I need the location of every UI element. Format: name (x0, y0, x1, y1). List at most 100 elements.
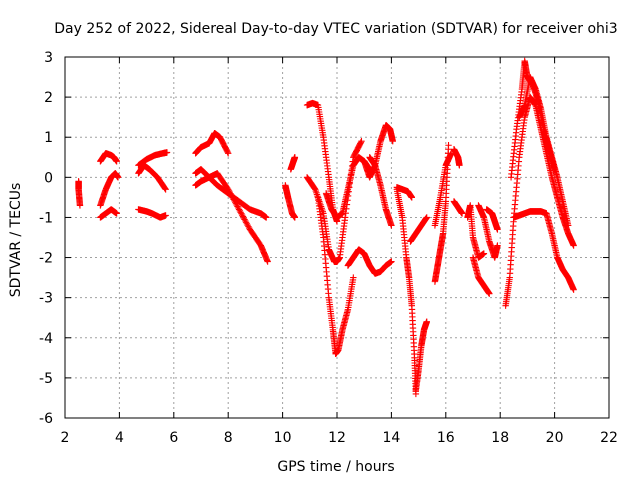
data-point (235, 204, 242, 212)
series-track-ad (469, 254, 493, 297)
data-point (238, 211, 246, 219)
series-track-x (431, 142, 452, 285)
data-point (565, 222, 572, 229)
data-point (350, 274, 357, 281)
data-point (494, 226, 501, 233)
data-point (242, 219, 250, 226)
series-track-v (412, 318, 430, 394)
data-point (231, 199, 239, 206)
y-axis-label: SDTVAR / TECUs (8, 183, 24, 298)
data-point (228, 193, 236, 200)
series-track-c (97, 170, 122, 209)
data-point (458, 210, 466, 217)
series-track-j (192, 170, 271, 265)
data-point (238, 210, 245, 217)
x-tick-label: 8 (224, 430, 233, 446)
series-track-a (75, 178, 84, 209)
series-track-b (97, 150, 120, 165)
data-point (341, 214, 349, 221)
data-point (161, 185, 169, 192)
data-point (232, 200, 240, 207)
y-tick-label: -4 (39, 331, 53, 347)
series-track-ab (464, 202, 488, 261)
data-point (358, 138, 365, 145)
y-tick-label: -1 (39, 210, 53, 226)
series-track-ae (483, 206, 501, 233)
data-point (113, 158, 120, 165)
data-point (237, 209, 244, 216)
series-track-aa (450, 198, 466, 217)
data-point (245, 223, 252, 230)
series-track-f (135, 162, 169, 193)
axis-ticks (64, 56, 610, 419)
y-tick-label: 0 (44, 170, 53, 186)
data-point (240, 214, 247, 222)
data-point (225, 150, 232, 157)
data-point (445, 142, 452, 149)
series-track-q (344, 246, 395, 277)
data-point (291, 154, 299, 161)
series-track-ac (475, 202, 501, 261)
series-track-s (366, 154, 395, 229)
data-point (162, 186, 169, 193)
data-point (456, 162, 463, 169)
data-point (224, 148, 231, 156)
y-tick-label: -3 (39, 291, 53, 307)
y-tick-label: 3 (44, 50, 53, 66)
series-track-ah (516, 73, 572, 229)
data-point (423, 214, 430, 221)
data-point (229, 194, 237, 202)
data-point (408, 194, 415, 201)
data-point (244, 221, 251, 229)
data-point (486, 290, 493, 297)
data-point (225, 186, 232, 193)
data-point (235, 206, 243, 213)
x-tick-label: 14 (382, 430, 400, 446)
x-axis-label: GPS time / hours (277, 459, 394, 475)
x-tick-label: 16 (437, 430, 455, 446)
series-track-u (393, 184, 415, 201)
data-point (76, 202, 84, 209)
x-tick-label: 2 (61, 430, 70, 446)
data-point (163, 149, 171, 156)
y-tick-label: -6 (39, 411, 53, 427)
data-point (233, 201, 240, 209)
data-point (114, 174, 122, 181)
x-tick-label: 20 (546, 430, 564, 446)
data-point (291, 214, 299, 221)
series-track-o (314, 194, 357, 358)
data-point (570, 242, 577, 249)
data-point (389, 138, 396, 145)
series-track-h (192, 130, 232, 157)
y-tick-label: -2 (39, 251, 53, 267)
series-track-z (450, 146, 463, 169)
y-tick-label: -5 (39, 371, 53, 387)
data-point (480, 250, 488, 257)
series-track-w (407, 214, 430, 245)
chart-title: Day 252 of 2022, Sidereal Day-to-day VTE… (54, 21, 617, 37)
data-point (225, 187, 233, 194)
data-point (231, 197, 238, 205)
data-point (162, 212, 169, 219)
data-point (113, 210, 120, 217)
data-point (242, 217, 249, 225)
x-tick-label: 10 (274, 430, 292, 446)
data-point (423, 318, 430, 325)
data-point (226, 189, 233, 196)
data-point (228, 191, 235, 199)
x-tick-label: 22 (600, 430, 618, 446)
data-point (264, 258, 271, 265)
data-marks (75, 57, 577, 398)
series-track-k (282, 182, 299, 221)
x-tick-label: 18 (491, 430, 509, 446)
series-track-g (135, 206, 169, 221)
x-tick-label: 12 (328, 430, 346, 446)
data-point (234, 203, 241, 210)
data-point (243, 220, 251, 227)
x-tick-label: 4 (115, 430, 124, 446)
data-point (227, 190, 234, 197)
x-tick-labels: 2 4 6 8 10 12 14 16 18 20 22 (61, 430, 618, 446)
series-track-y (431, 150, 455, 229)
data-point (230, 196, 237, 203)
